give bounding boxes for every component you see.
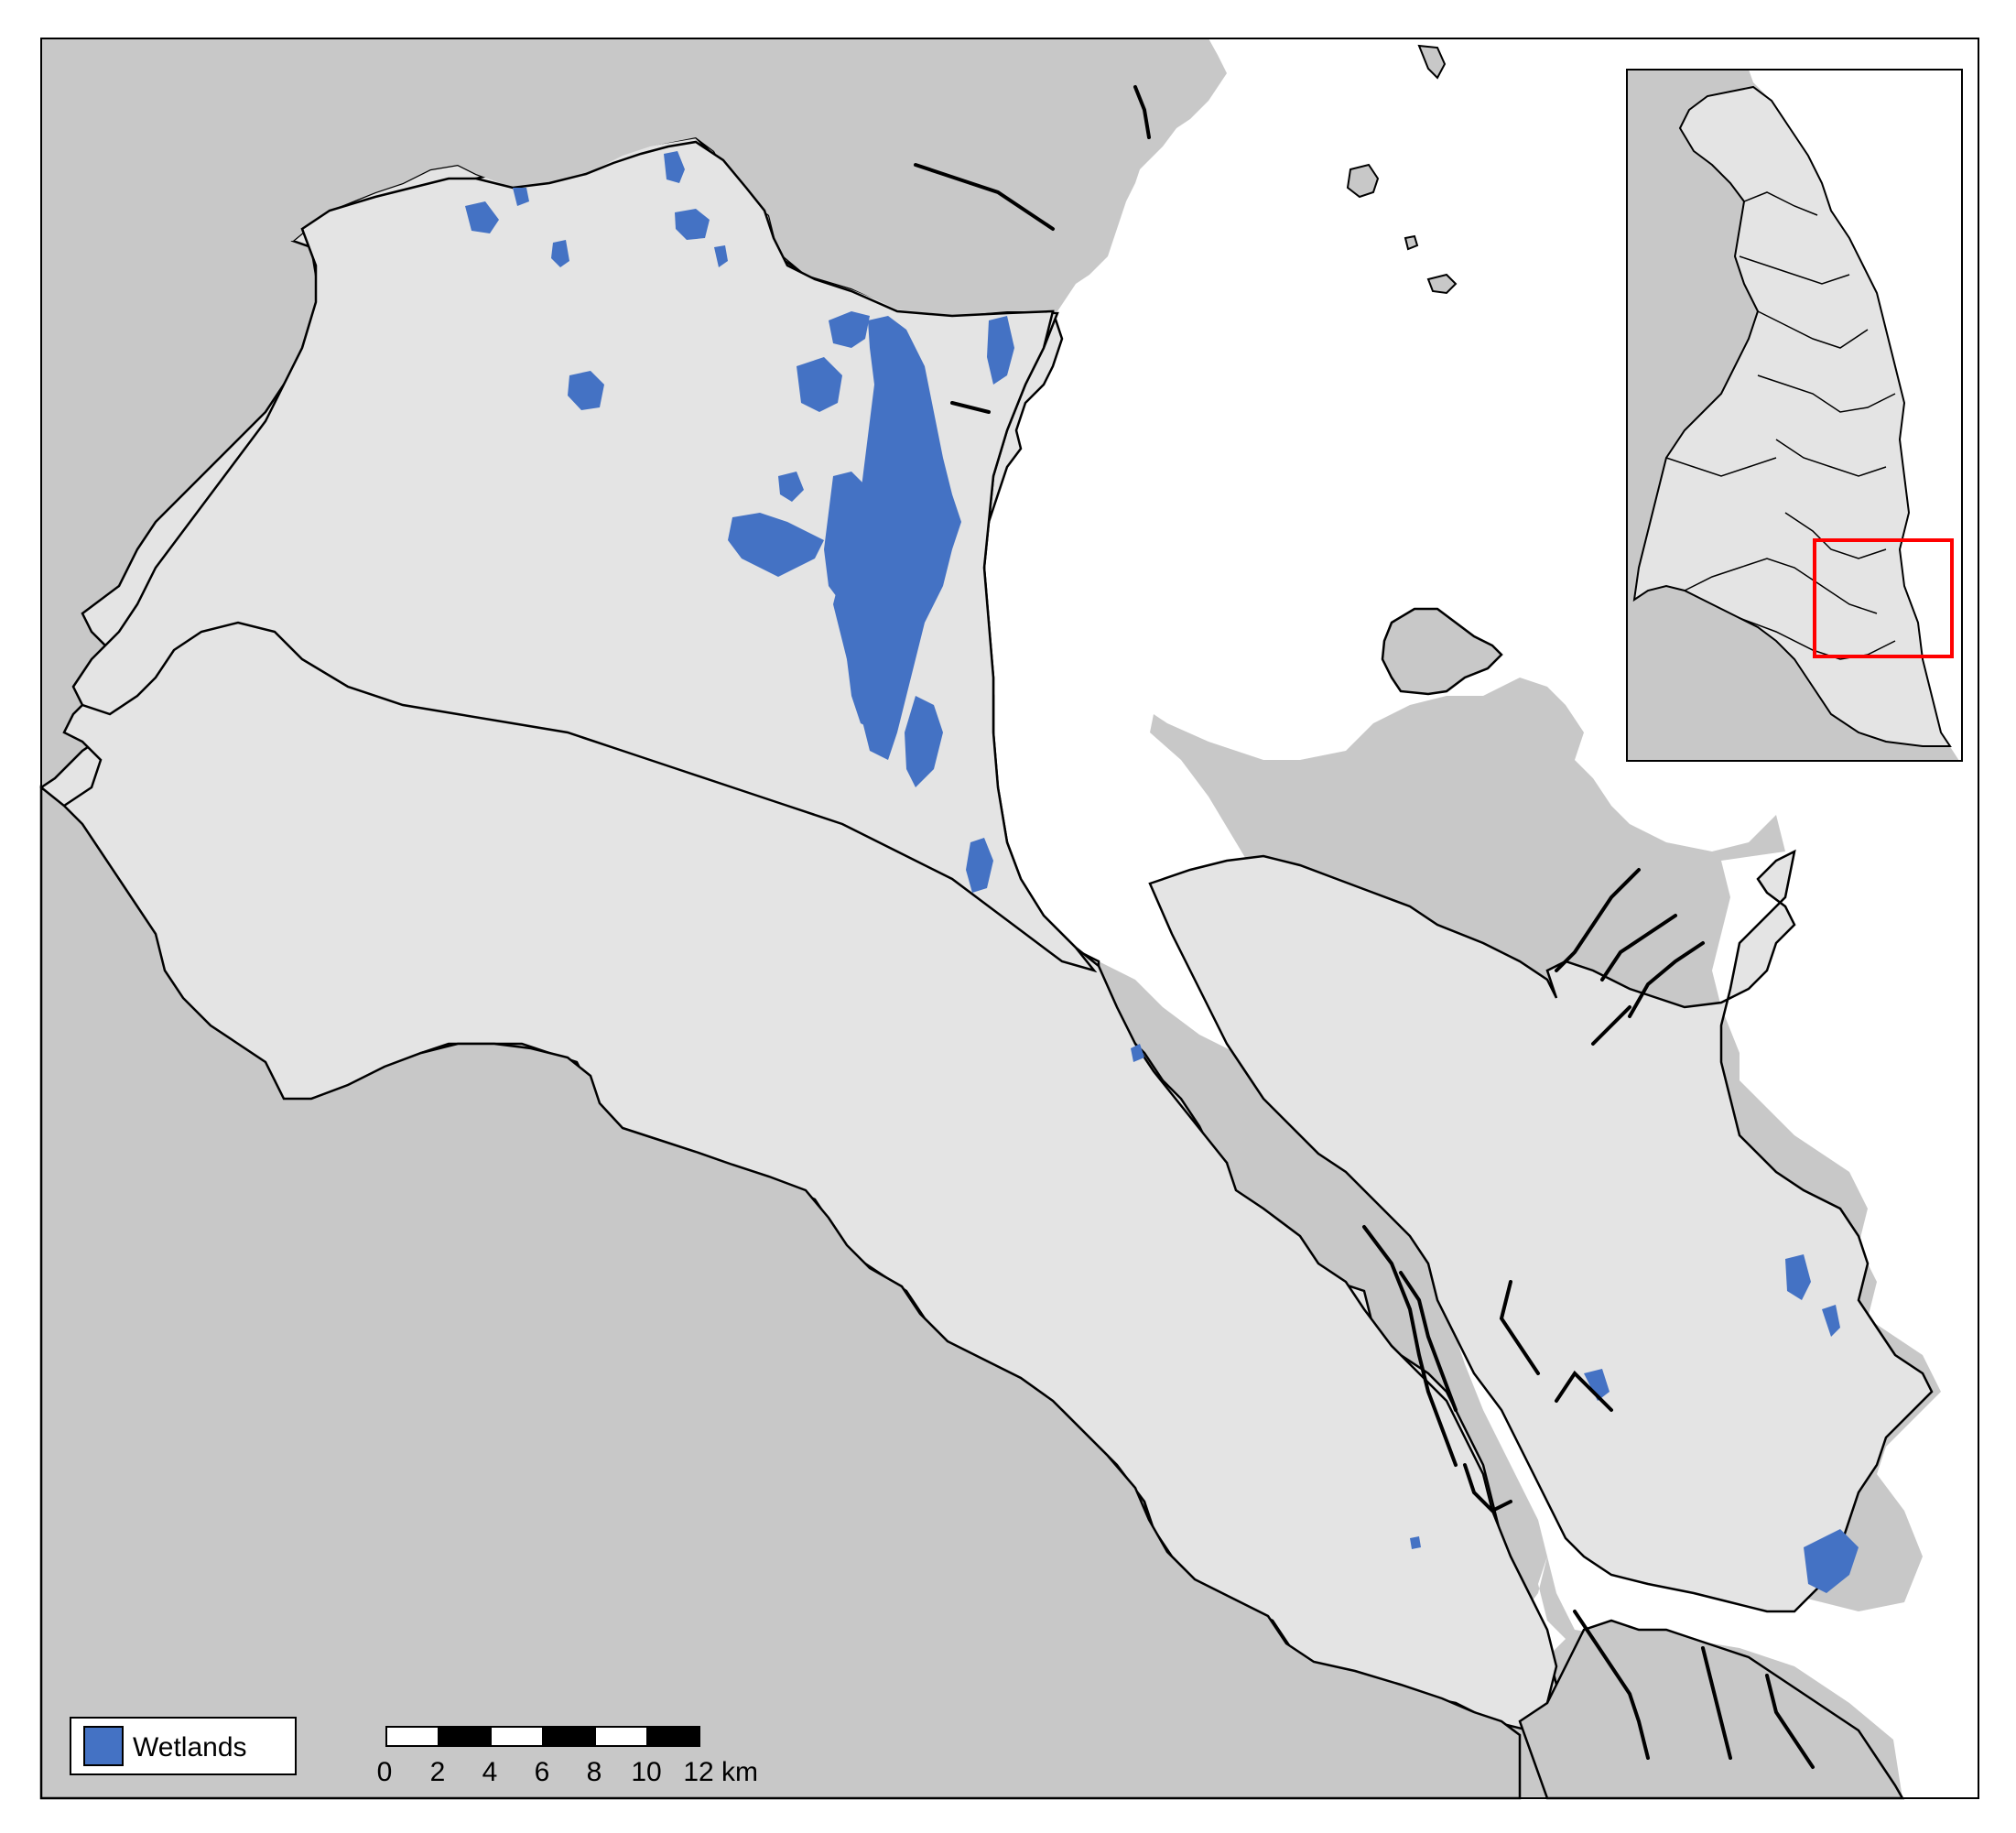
wetland-patch (513, 188, 529, 206)
southern-land (1518, 1619, 1905, 1800)
inset-catchments (1632, 85, 1952, 747)
wetland-patch (568, 371, 604, 410)
channels (914, 85, 1815, 1769)
small-island-2 (1426, 273, 1458, 295)
scale-unit: km (721, 1757, 758, 1787)
study-area-west-top (71, 140, 1098, 973)
wetlands-layer (465, 151, 1859, 1593)
legend-swatch-wetlands (83, 1726, 124, 1766)
scale-tick-10: 10 (631, 1757, 661, 1787)
scale-tick-6: 6 (535, 1757, 550, 1787)
wetland-patch (829, 311, 870, 348)
wetland-patch (664, 151, 685, 183)
inset-map (1626, 69, 1963, 762)
inset-sea (1749, 70, 1962, 761)
wetland-patch (675, 209, 710, 240)
small-island-1 (1346, 163, 1380, 199)
wetland-patch (1804, 1529, 1859, 1593)
map-neatline (40, 38, 1979, 1799)
small-island-3 (1404, 234, 1419, 251)
wetland-patch (465, 201, 499, 233)
wetland-patch (1410, 1536, 1421, 1549)
wetland-patch (1822, 1305, 1840, 1337)
wetland-patch (797, 357, 842, 412)
scale-tick-4: 4 (482, 1757, 498, 1787)
wetland-patch (714, 245, 728, 267)
wetland-patch (842, 604, 906, 732)
legend-label-wetlands: Wetlands (133, 1732, 247, 1762)
inset-highlight-box (1813, 538, 1954, 658)
wetland-patch (551, 240, 569, 267)
wetland-patch (1584, 1369, 1610, 1401)
scale-tick-2: 2 (430, 1757, 446, 1787)
wetland-patch (824, 472, 870, 604)
wetland-patch (970, 865, 984, 884)
scale-tick-12: 12 (683, 1757, 713, 1787)
wetland-patch (905, 696, 943, 787)
wetland-patch (987, 316, 1014, 385)
southwest-land (39, 785, 1522, 1800)
coastal-spit-north (41, 38, 1227, 316)
small-island-4 (1417, 44, 1447, 80)
scale-bar: 0 2 4 6 8 10 12 km (377, 1726, 758, 1787)
wetland-patch (728, 513, 824, 577)
scale-tick-8: 8 (587, 1757, 602, 1787)
wetland-patch (778, 472, 804, 502)
wetland-patch (1785, 1254, 1811, 1300)
offshore-island (1381, 607, 1503, 696)
inset-boundaries (1665, 191, 1896, 660)
legend: Wetlands (70, 1717, 297, 1775)
scale-tick-0: 0 (377, 1757, 393, 1787)
wetland-patch (1131, 1044, 1144, 1062)
inset-frame (1626, 69, 1963, 762)
